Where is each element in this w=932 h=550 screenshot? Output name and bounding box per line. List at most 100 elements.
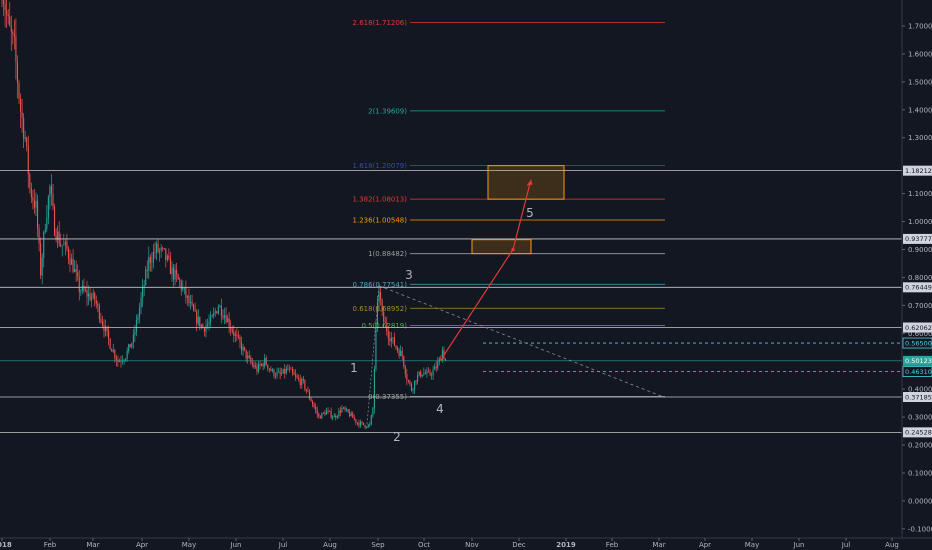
candle (114, 348, 116, 363)
trendline (378, 285, 666, 398)
candles (1, 0, 447, 430)
candle (324, 409, 326, 416)
time-tick-label: Feb (606, 541, 619, 549)
candle (435, 360, 437, 373)
candle (189, 295, 192, 310)
candle (66, 234, 68, 252)
candle (23, 113, 25, 149)
candle (43, 230, 45, 268)
time-tick-label: Aug (885, 541, 899, 549)
price-tags: 1.18212 0.93777 0.76449 0.62062 0.37185 0.245… (902, 165, 932, 438)
candle (16, 55, 19, 99)
candle (380, 286, 382, 306)
candle (131, 342, 133, 350)
candle (389, 331, 391, 347)
fib-level-label: 0.5(0.62819) (361, 322, 407, 330)
candle (196, 309, 198, 332)
candle (308, 388, 311, 401)
candle (327, 407, 329, 414)
candle (146, 260, 148, 279)
candle (12, 29, 14, 45)
candle (335, 413, 337, 421)
candle (443, 346, 445, 360)
candle (53, 203, 56, 237)
candle (172, 263, 175, 287)
candle (401, 346, 403, 361)
candle (169, 251, 171, 275)
candle (49, 184, 51, 210)
candle (409, 379, 411, 387)
fib-level-label: 0.786(0.77541) (353, 281, 408, 289)
candle (352, 411, 354, 418)
candle (140, 291, 142, 315)
candle (214, 308, 216, 317)
candle (369, 421, 371, 428)
candle (135, 314, 137, 337)
candle (333, 412, 335, 418)
candle (29, 172, 31, 194)
candle (108, 325, 110, 346)
candle (222, 309, 224, 321)
candle (86, 280, 88, 306)
candle (293, 368, 295, 376)
candle (103, 319, 105, 338)
time-axis[interactable]: 2018 Feb Mar Apr May Jun Jul Aug Sep Oct Nov Dec 201… (0, 538, 899, 549)
candle (95, 295, 97, 309)
time-tick-label: Jul (278, 541, 288, 549)
candle (417, 371, 419, 385)
candle (415, 379, 417, 386)
candle (273, 368, 275, 379)
fib-level-label: 2.618(1.71206) (353, 19, 408, 27)
candle (197, 309, 199, 326)
candle (441, 346, 443, 363)
candle (223, 307, 226, 325)
annotations: 1 2 3 4 5 (350, 165, 666, 444)
time-tick-label: May (182, 541, 196, 549)
time-tick-label: Oct (418, 541, 430, 549)
wave-label: 2 (393, 430, 401, 444)
candle (9, 1, 11, 27)
candle (386, 316, 388, 336)
candle (267, 364, 269, 372)
candle (284, 363, 286, 379)
time-tick-label: Dec (512, 541, 526, 549)
candle (288, 364, 290, 373)
candle (50, 174, 52, 206)
level-price-tag: 0.62062 (903, 322, 932, 333)
fib-level-label: 1.618(1.20079) (353, 162, 408, 170)
candle (33, 188, 35, 214)
candle (165, 248, 167, 268)
candle (30, 182, 32, 203)
candle (318, 412, 320, 419)
candle (64, 239, 66, 256)
candle (347, 408, 349, 413)
time-tick-label: Sep (371, 541, 385, 549)
candle (171, 261, 173, 282)
wave-label: 1 (350, 361, 358, 375)
candle (101, 315, 103, 329)
candle (253, 361, 255, 369)
candle (143, 280, 145, 297)
candle (376, 295, 379, 332)
candle (26, 136, 28, 152)
candle (13, 19, 15, 50)
candle (233, 325, 235, 343)
candle (356, 421, 358, 426)
candle (193, 303, 195, 312)
candle (301, 377, 303, 389)
time-tick-label: Aug (323, 541, 337, 549)
candle (332, 415, 334, 421)
candle (219, 304, 221, 308)
candle (387, 327, 389, 346)
candle (217, 304, 219, 316)
candle (239, 334, 241, 349)
candle (390, 332, 392, 348)
svg-text:0.76449: 0.76449 (905, 284, 932, 292)
dashed-level-tag: 0.46310 (902, 366, 932, 377)
candle (227, 314, 229, 323)
